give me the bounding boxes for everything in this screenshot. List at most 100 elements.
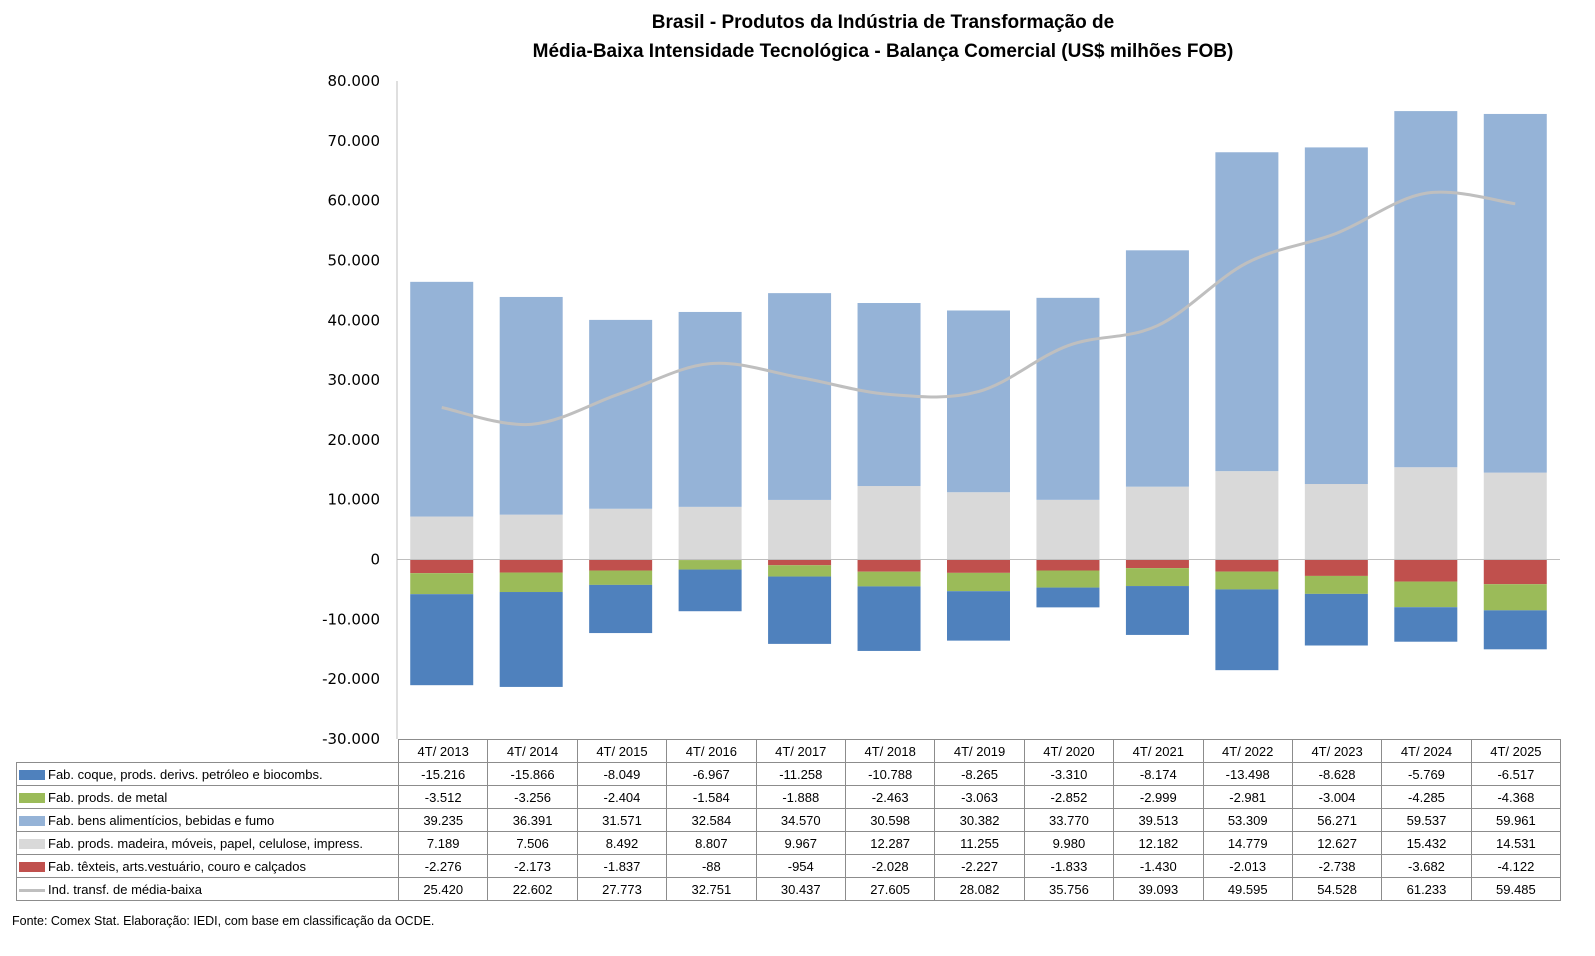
data-cell: -3.063 [934, 785, 1025, 809]
data-cell: 54.528 [1291, 877, 1383, 901]
data-cell: -1.837 [576, 854, 668, 878]
bar-segment [768, 293, 832, 500]
data-cell: 35.756 [1023, 877, 1115, 901]
bar-segment [589, 319, 653, 509]
data-cell: 12.287 [844, 831, 936, 855]
bar-segment [1483, 559, 1547, 585]
data-cell: 11.255 [934, 831, 1025, 855]
bar-segment [589, 584, 653, 634]
data-cell: -3.682 [1381, 854, 1472, 878]
data-cell: -15.866 [487, 762, 578, 786]
data-table-header: 4T/ 2013 4T/ 2014 4T/ 2015 4T/ 2016 4T/ 2017… [16, 739, 1562, 763]
data-cell: -2.738 [1291, 854, 1383, 878]
chart-title-line-1: Brasil - Produtos da Indústria de Transf… [651, 12, 1115, 33]
data-cell: 59.485 [1470, 877, 1562, 901]
bar-segment [678, 569, 742, 612]
category-label: 4T/ 2022 [1202, 739, 1293, 763]
data-cell: 30.598 [844, 808, 936, 832]
bar-segment [947, 591, 1010, 641]
bar-segment [1036, 587, 1100, 608]
data-cell: -2.404 [576, 785, 668, 809]
legend-entry: Fab. têxteis, arts.vestuário, couro e ca… [16, 854, 399, 878]
bar-segment [499, 572, 563, 593]
bar-segment [1394, 559, 1458, 582]
legend-color-swatch [19, 793, 45, 804]
bar-segment [589, 559, 653, 571]
data-cell: -8.265 [934, 762, 1025, 786]
data-cell: -3.310 [1023, 762, 1115, 786]
category-label: 4T/ 2013 [397, 739, 489, 763]
legend-label: Fab. prods. madeira, móveis, papel, celu… [48, 835, 364, 851]
category-label: 4T/ 2021 [1113, 739, 1204, 763]
bar-segment [499, 592, 563, 687]
bar-segment [1215, 152, 1279, 472]
chart-title: Brasil - Produtos da Indústria de Transf… [0, 8, 1595, 66]
bar-segment [589, 570, 653, 585]
y-tick-label: -10.000 [322, 610, 380, 628]
data-cell: -1.430 [1113, 854, 1204, 878]
data-cell: 8.807 [666, 831, 757, 855]
data-cell: -8.628 [1291, 762, 1383, 786]
bar-segment [1483, 610, 1547, 650]
bar-segment [1304, 559, 1368, 576]
data-cell: 14.531 [1470, 831, 1562, 855]
data-cell: 39.235 [397, 808, 489, 832]
data-cell: -2.463 [844, 785, 936, 809]
bar-segment [410, 594, 474, 686]
data-cell: -5.769 [1381, 762, 1472, 786]
bar-segment [1394, 467, 1458, 560]
data-cell: -11.258 [755, 762, 846, 786]
bar-segment [1125, 586, 1189, 635]
data-table-row: Ind. transf. de média-baixa 25.420 22.602 2… [16, 877, 1562, 901]
data-cell: 56.271 [1291, 808, 1383, 832]
data-cell: -3.256 [487, 785, 578, 809]
data-cell: 39.513 [1113, 808, 1204, 832]
category-label: 4T/ 2015 [576, 739, 668, 763]
y-tick-label: 20.000 [328, 431, 381, 449]
y-tick-label: 50.000 [328, 251, 381, 269]
series-line-ind-transf [441, 190, 1516, 427]
legend-color-swatch [19, 839, 45, 850]
bar-segment [1125, 568, 1189, 587]
legend-line-swatch [19, 888, 45, 892]
data-cell: -2.276 [397, 854, 489, 878]
legend-entry: Fab. bens alimentícios, bebidas e fumo [16, 808, 399, 832]
data-cell: -1.584 [666, 785, 757, 809]
data-cell: 12.627 [1291, 831, 1383, 855]
bar-segment [947, 310, 1010, 493]
category-label: 4T/ 2020 [1023, 739, 1115, 763]
y-axis: 80.000 70.000 60.000 50.000 40.000 30.000 20.0… [322, 72, 398, 748]
data-cell: -2.981 [1202, 785, 1293, 809]
data-cell: -2.852 [1023, 785, 1115, 809]
category-label: 4T/ 2018 [844, 739, 936, 763]
data-table: 4T/ 2013 4T/ 2014 4T/ 2015 4T/ 2016 4T/ 2017… [16, 739, 1562, 901]
data-cell: -3.004 [1291, 785, 1383, 809]
legend-label: Fab. têxteis, arts.vestuário, couro e ca… [48, 858, 306, 874]
data-cell: 61.233 [1381, 877, 1472, 901]
bar-segment [1215, 571, 1279, 590]
data-table-row: Fab. prods. madeira, móveis, papel, celu… [16, 831, 1562, 855]
bar-segment [947, 572, 1010, 592]
bar-segment [1215, 559, 1279, 572]
data-cell: 59.961 [1470, 808, 1562, 832]
data-cell: -8.174 [1113, 762, 1204, 786]
data-cell: 59.537 [1381, 808, 1472, 832]
data-table-row: Fab. têxteis, arts.vestuário, couro e ca… [16, 854, 1562, 878]
data-cell: -2.013 [1202, 854, 1293, 878]
line-series [441, 190, 1516, 427]
data-cell: -2.173 [487, 854, 578, 878]
bar-segment [1483, 584, 1547, 611]
bar-segment [947, 559, 1010, 573]
bar-segment [857, 571, 921, 587]
y-tick-label: 30.000 [328, 371, 381, 389]
chart-title-line-2: Média-Baixa Intensidade Tecnológica - Ba… [532, 41, 1234, 62]
data-cell: 53.309 [1202, 808, 1293, 832]
bar-segment [1304, 593, 1368, 646]
bar-segment [499, 514, 563, 560]
data-cell: 7.506 [487, 831, 578, 855]
bar-segment [1215, 471, 1279, 560]
chart-plot: 80.000 70.000 60.000 50.000 40.000 30.000 20.0… [322, 72, 1560, 748]
category-label: 4T/ 2017 [755, 739, 846, 763]
legend-entry: Fab. prods. madeira, móveis, papel, celu… [16, 831, 399, 855]
bar-segment [410, 516, 474, 560]
